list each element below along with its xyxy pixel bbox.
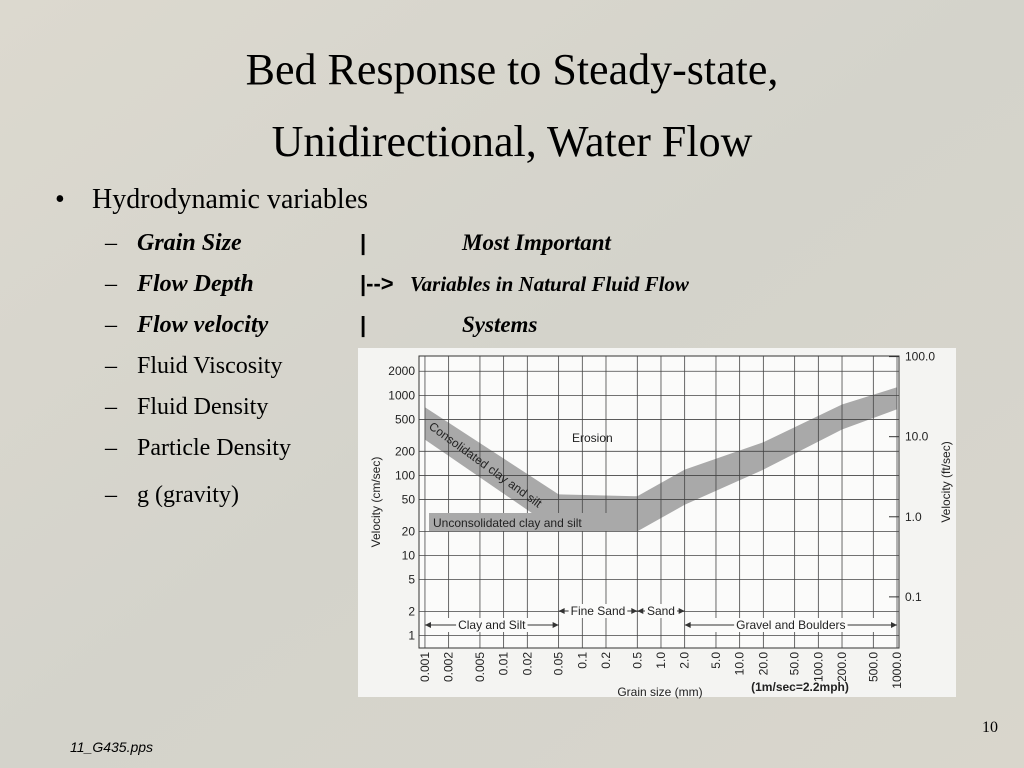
x-tick-label: 20.0: [756, 652, 770, 676]
dash: –: [104, 230, 118, 256]
label-gap: [734, 618, 848, 632]
footer: 11_G435.pps: [70, 739, 153, 755]
variable-name: Grain Size: [137, 230, 242, 256]
dash: –: [104, 312, 118, 338]
x-tick-label: 2.0: [678, 652, 692, 669]
arrow-head: [631, 608, 638, 614]
class-label: Fine Sand: [571, 604, 626, 618]
region-label: Unconsolidated clay and silt: [433, 516, 582, 530]
arrow-head: [637, 608, 644, 614]
y-tick-label: 100: [395, 468, 415, 482]
arrow-head: [424, 622, 431, 628]
x-tick-label: 50.0: [788, 652, 802, 676]
y-tick-label: 500: [395, 412, 415, 426]
x-tick-label: 5.0: [709, 652, 723, 669]
x-tick-label: 0.05: [552, 652, 566, 676]
x-tick-label: 0.01: [497, 652, 511, 676]
variable-name: Fluid Viscosity: [137, 353, 282, 379]
y-tick-label: 200: [395, 444, 415, 458]
arrow-head: [558, 608, 565, 614]
bullet-text: Hydrodynamic variables: [92, 184, 368, 215]
title-line: Unidirectional, Water Flow: [272, 117, 753, 166]
page-number: 10: [982, 719, 998, 736]
y-tick-label: 2000: [388, 364, 415, 378]
variable-name: Flow velocity: [136, 312, 269, 338]
x-tick-label: 1000.0: [890, 652, 904, 689]
y2-tick-label: 100.0: [905, 350, 935, 364]
label-gap: [456, 618, 528, 632]
arrow-head: [684, 622, 691, 628]
x-tick-label: 1.0: [654, 652, 668, 669]
x-axis-label: Grain size (mm): [617, 685, 702, 699]
x-tick-label: 0.002: [442, 652, 456, 682]
dash: –: [104, 353, 118, 379]
variable-name: Flow Depth: [136, 271, 254, 297]
y2-tick-label: 1.0: [905, 510, 922, 524]
y-tick-label: 5: [408, 573, 415, 587]
x-tick-label: 500.0: [866, 652, 880, 682]
x-tick-label: 0.5: [630, 652, 644, 669]
variable-name: g (gravity): [137, 482, 239, 508]
erosion-band: [424, 387, 898, 532]
y-tick-label: 20: [402, 524, 416, 538]
x-tick-label: 100.0: [811, 652, 825, 682]
y-tick-label: 1000: [388, 388, 415, 402]
x-tick-label: 0.005: [473, 652, 487, 682]
variable-name: Particle Density: [137, 435, 291, 461]
y2-axis-label: Velocity (ft/sec): [939, 441, 953, 522]
dash: –: [104, 435, 118, 461]
note: (1m/sec=2.2mph): [751, 680, 849, 694]
dash: –: [104, 482, 118, 508]
region-label: Erosion: [572, 431, 613, 445]
y-tick-label: 10: [402, 549, 416, 563]
x-tick-label: 0.2: [599, 652, 613, 669]
title-line: Bed Response to Steady-state,: [246, 45, 779, 94]
x-tick-label: 10.0: [733, 652, 747, 676]
class-label: Sand: [647, 604, 675, 618]
variable-note: Systems: [462, 312, 537, 337]
arrow-head: [552, 622, 559, 628]
y2-tick-label: 0.1: [905, 590, 922, 604]
label-gap: [568, 604, 628, 618]
class-label: Gravel and Boulders: [736, 618, 845, 632]
arrow-head: [678, 608, 685, 614]
dash: –: [104, 394, 118, 420]
y-tick-label: 1: [408, 629, 415, 643]
arrow-head: [891, 622, 898, 628]
y2-tick-label: 10.0: [905, 430, 929, 444]
x-tick-label: 200.0: [835, 652, 849, 682]
class-label: Clay and Silt: [458, 618, 526, 632]
variable-note: Variables in Natural Fluid Flow: [410, 272, 690, 296]
y-tick-label: 2: [408, 604, 415, 618]
label-gap: [644, 604, 677, 618]
x-tick-label: 0.02: [520, 652, 534, 676]
variable-name: Fluid Density: [137, 394, 268, 420]
x-tick-label: 0.001: [418, 652, 432, 682]
label-background: [429, 513, 607, 531]
variable-marker: |-->: [360, 271, 394, 296]
y-tick-label: 50: [402, 493, 416, 507]
bullet-dot: •: [55, 184, 65, 215]
x-tick-label: 0.1: [575, 652, 589, 669]
variable-marker: |: [360, 230, 366, 255]
variable-note: Most Important: [461, 230, 612, 255]
y-axis-label: Velocity (cm/sec): [369, 457, 383, 548]
dash: –: [104, 271, 118, 297]
variable-marker: |: [360, 312, 366, 337]
